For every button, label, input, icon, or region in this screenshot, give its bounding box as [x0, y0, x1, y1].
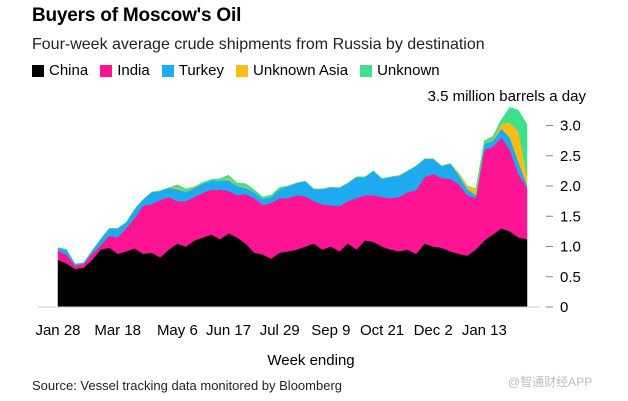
legend-swatch-unknown-asia — [236, 64, 249, 77]
x-tick-label: Jul 29 — [260, 322, 300, 339]
legend-item-turkey: Turkey — [161, 62, 225, 79]
legend-swatch-india — [100, 64, 113, 77]
area-series-unknown — [57, 106, 528, 265]
chart-title: Buyers of Moscow's Oil — [32, 5, 242, 26]
legend-label-india: India — [117, 62, 150, 79]
y-tick-label: 1.5 — [560, 208, 581, 225]
x-tick-label: Oct 21 — [360, 322, 404, 339]
x-tick-label: Sep 9 — [311, 322, 350, 339]
x-tick-label: Jun 17 — [206, 322, 251, 339]
legend-label-unknown: Unknown — [377, 62, 440, 79]
legend-item-unknown-asia: Unknown Asia — [236, 62, 348, 79]
x-tick-label: Jan 28 — [35, 322, 80, 339]
legend: China India Turkey Unknown Asia Unknown — [32, 62, 452, 79]
legend-swatch-turkey — [161, 64, 174, 77]
y-tick-label: 0.5 — [560, 269, 581, 286]
chart-subtitle: Four-week average crude shipments from R… — [32, 36, 485, 53]
area-series-india — [57, 137, 528, 270]
legend-item-india: India — [100, 62, 150, 79]
y-tick-label: 1.0 — [560, 239, 581, 256]
legend-label-china: China — [49, 62, 89, 79]
y-tick-label: 2.5 — [560, 148, 581, 165]
x-tick-label: Mar 18 — [94, 322, 141, 339]
x-tick-label: Dec 2 — [414, 322, 453, 339]
y-tick-label: 2.0 — [560, 178, 581, 195]
y-axis-unit-label: 3.5 million barrels a day — [427, 88, 586, 105]
legend-swatch-china — [32, 64, 44, 77]
legend-label-unknown-asia: Unknown Asia — [253, 62, 349, 79]
x-axis-title: Week ending — [267, 352, 354, 369]
legend-swatch-unknown — [360, 64, 373, 77]
x-tick-label: May 6 — [157, 322, 198, 339]
legend-item-unknown: Unknown — [360, 62, 440, 79]
x-axis: Jan 28 Mar 18 May 6 Jun 17 Jul 29 Sep 9 Oct 21… — [35, 322, 506, 339]
stacked-areas — [57, 106, 528, 308]
legend-label-turkey: Turkey — [178, 62, 225, 79]
legend-item-china: China — [32, 62, 88, 79]
y-axis: 0 0.5 1.0 1.5 2.0 2.5 3.0 — [546, 118, 581, 316]
watermark: @智通财经APP — [508, 375, 593, 389]
source-note: Source: Vessel tracking data monitored b… — [32, 378, 343, 393]
x-tick-label: Jan 13 — [462, 322, 507, 339]
y-tick-label: 3.0 — [560, 118, 581, 135]
y-tick-label: 0 — [560, 299, 568, 316]
